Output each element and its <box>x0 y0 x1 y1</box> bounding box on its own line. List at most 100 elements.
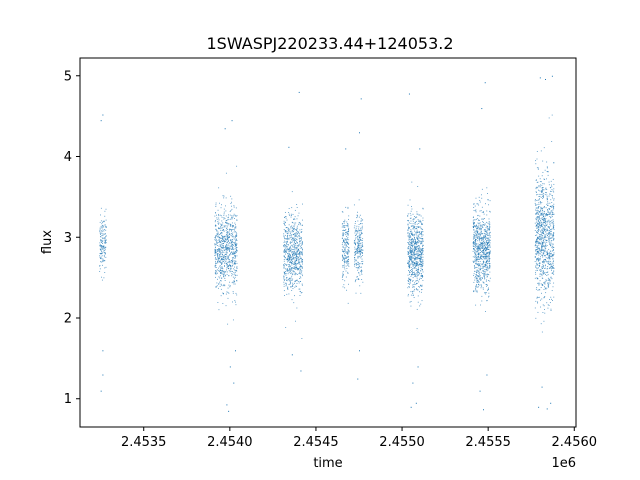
data-point <box>480 234 482 235</box>
data-point <box>412 253 414 255</box>
data-point <box>473 291 474 293</box>
data-point <box>233 278 235 280</box>
data-point <box>416 231 418 233</box>
data-point <box>475 274 477 276</box>
data-point <box>216 258 218 260</box>
data-point <box>295 267 297 269</box>
data-point <box>297 268 299 270</box>
data-point-outlier <box>231 120 233 122</box>
data-point <box>537 311 539 313</box>
data-point <box>285 241 287 243</box>
data-point <box>219 245 221 247</box>
data-point <box>104 233 106 235</box>
data-point <box>478 281 480 283</box>
data-point-outlier <box>229 366 231 368</box>
data-point <box>231 265 233 267</box>
data-point <box>354 222 356 224</box>
data-point <box>223 249 225 251</box>
data-point <box>480 238 482 240</box>
data-point <box>291 261 293 262</box>
data-point <box>484 256 486 258</box>
data-point <box>230 243 232 245</box>
data-point <box>216 240 218 242</box>
data-point <box>229 225 231 227</box>
data-point <box>407 215 409 217</box>
data-point <box>482 254 484 256</box>
data-point <box>232 291 234 293</box>
data-point <box>236 215 238 217</box>
data-point <box>480 194 482 196</box>
data-point-outlier <box>102 374 104 376</box>
data-point <box>289 249 291 251</box>
data-point <box>288 264 290 266</box>
data-point <box>100 261 102 263</box>
data-point <box>283 278 285 280</box>
data-point <box>410 278 412 280</box>
data-point <box>223 274 225 276</box>
data-point <box>409 241 411 243</box>
data-point <box>477 215 479 217</box>
data-point <box>535 240 536 242</box>
data-point <box>407 251 409 253</box>
data-point <box>102 260 104 262</box>
data-point <box>481 211 483 213</box>
data-point-outlier <box>550 402 552 404</box>
data-point <box>480 245 482 247</box>
data-point <box>219 254 220 256</box>
data-point <box>295 247 297 249</box>
data-point <box>545 188 547 190</box>
data-point <box>539 222 541 223</box>
data-point <box>539 195 541 197</box>
data-point <box>548 232 550 234</box>
data-point <box>362 238 364 240</box>
data-point <box>413 225 415 227</box>
data-point <box>536 258 538 260</box>
data-point <box>553 267 555 269</box>
data-point <box>475 262 477 264</box>
data-point <box>296 251 298 253</box>
data-point <box>226 242 228 244</box>
data-point <box>234 263 235 264</box>
data-point <box>479 275 481 277</box>
data-point <box>549 238 551 240</box>
data-point <box>102 234 104 236</box>
data-point <box>416 211 418 213</box>
data-point <box>411 269 413 271</box>
data-point <box>286 264 287 266</box>
data-point <box>421 234 423 236</box>
data-point <box>539 211 541 213</box>
data-point <box>216 249 218 251</box>
data-point <box>347 254 349 255</box>
data-point <box>548 260 550 262</box>
data-point <box>288 255 290 257</box>
data-point <box>407 282 409 284</box>
data-point <box>299 252 301 254</box>
data-point <box>293 261 295 263</box>
data-point <box>408 270 410 272</box>
data-point <box>481 226 483 228</box>
data-point <box>346 235 347 237</box>
data-point <box>233 253 235 255</box>
data-point <box>485 262 487 264</box>
data-point <box>472 246 474 247</box>
data-point <box>540 250 541 252</box>
data-point <box>342 245 344 247</box>
data-point <box>410 253 412 255</box>
data-point <box>290 272 292 274</box>
data-point <box>414 239 416 240</box>
data-point <box>473 203 475 205</box>
data-point <box>101 226 103 228</box>
data-point <box>481 258 483 259</box>
data-point <box>356 248 358 250</box>
data-point <box>413 284 415 286</box>
data-point <box>422 245 424 247</box>
data-point <box>233 256 235 258</box>
plot-frame <box>79 57 577 428</box>
data-point <box>422 251 424 253</box>
data-point <box>489 222 491 224</box>
data-point <box>226 258 228 260</box>
data-point <box>411 234 413 236</box>
data-point <box>475 260 477 262</box>
data-point <box>294 282 295 284</box>
